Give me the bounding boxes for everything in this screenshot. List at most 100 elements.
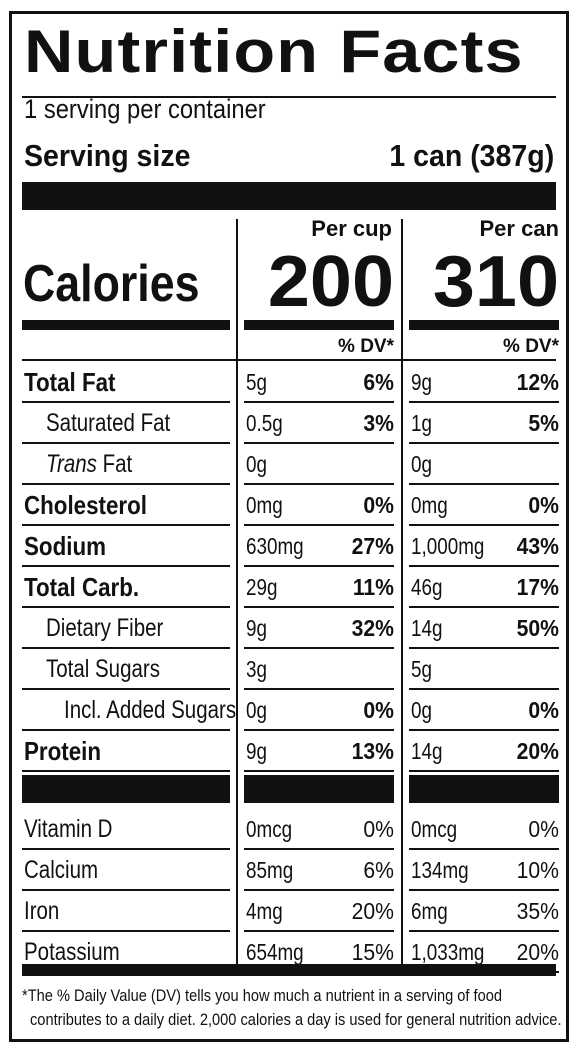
row-rule (409, 524, 559, 526)
nutrient-row: Incl. Added Sugars 0g 0% 0g 0% (22, 690, 559, 731)
row-rule (409, 688, 559, 690)
per-can-amount: 0g (411, 697, 432, 723)
nutrient-row: Total Sugars 3g 5g (22, 649, 559, 690)
row-rule (22, 889, 230, 891)
per-cup-amount: 630mg (246, 533, 304, 559)
per-cup-dv: 15% (351, 939, 394, 965)
nutrient-name: Dietary Fiber (46, 614, 164, 642)
row-rule (409, 401, 559, 403)
per-can-dv: 50% (516, 615, 559, 641)
vitamin-row: Vitamin D 0mcg 0% 0mcg 0% (22, 809, 559, 850)
per-can-amount: 5g (411, 656, 432, 682)
per-can-dv (485, 444, 559, 485)
per-cup-dv: 32% (351, 615, 394, 641)
row-rule (22, 524, 230, 526)
dv-header-rule (22, 359, 556, 361)
per-can-dv (485, 649, 559, 690)
per-cup-amount: 0mcg (246, 816, 293, 842)
nutrient-name: Total Carb. (24, 572, 140, 602)
row-rule (409, 770, 559, 772)
per-cup-amount: 3g (246, 656, 267, 682)
row-rule (22, 606, 230, 608)
nutrient-row: Sodium 630mg 27% 1,000mg 43% (22, 526, 559, 567)
vitamin-divider-bar-cup (244, 775, 394, 803)
row-rule (409, 889, 559, 891)
per-can-dv: 0% (528, 492, 559, 518)
vitamin-row: Iron 4mg 20% 6mg 35% (22, 891, 559, 932)
per-cup-amount: 29g (246, 574, 278, 600)
per-can-dv: 17% (516, 574, 559, 600)
row-rule (244, 401, 394, 403)
vitamin-divider-bar-can (409, 775, 559, 803)
per-can-dv: 0% (528, 697, 559, 723)
nutrient-name: Total Sugars (46, 655, 160, 683)
serving-size-label: Serving size (24, 138, 191, 173)
per-cup-amount: 4mg (246, 898, 283, 924)
vitamin-name: Iron (24, 897, 60, 925)
nutrient-row: Cholesterol 0mg 0% 0mg 0% (22, 485, 559, 526)
per-cup-amount: 85mg (246, 857, 294, 883)
row-rule (244, 848, 394, 850)
row-rule (409, 647, 559, 649)
per-cup-dv: 0% (363, 492, 394, 518)
nutrient-name: Cholesterol (24, 490, 148, 520)
per-can-amount: 134mg (411, 857, 469, 883)
nutrient-name: Saturated Fat (46, 409, 171, 437)
per-can-amount: 6mg (411, 898, 448, 924)
row-rule (244, 483, 394, 485)
vitamin-divider-bar-name (22, 775, 230, 803)
per-can-dv: 35% (516, 898, 559, 924)
per-cup-amount: 0g (246, 451, 267, 477)
per-cup-dv: 0% (363, 697, 394, 723)
per-cup-amount: 0g (246, 697, 267, 723)
label-title: Nutrition Facts (24, 18, 524, 85)
row-rule (244, 565, 394, 567)
row-rule (244, 930, 394, 932)
per-can-amount: 1g (411, 410, 432, 436)
dv-header-cup: % DV* (338, 336, 394, 357)
per-cup-amount: 654mg (246, 939, 304, 965)
nutrient-row: Dietary Fiber 9g 32% 14g 50% (22, 608, 559, 649)
calories-per-cup: 200 (267, 242, 394, 322)
per-can-dv: 5% (528, 410, 559, 436)
column-divider-right (401, 219, 403, 964)
nutrient-name-italic: Trans (46, 450, 97, 478)
calories-rule-cup (244, 320, 394, 330)
per-cup-dv: 6% (363, 857, 394, 883)
per-can-dv: 20% (516, 939, 559, 965)
per-cup-dv: 3% (363, 410, 394, 436)
per-cup-amount: 5g (246, 369, 267, 395)
nutrient-row: Protein 9g 13% 14g 20% (22, 731, 559, 772)
per-cup-dv: 13% (351, 738, 394, 764)
per-cup-dv: 0% (363, 816, 394, 842)
nutrient-row: Total Fat 5g 6% 9g 12% (22, 362, 559, 403)
per-cup-dv: 20% (351, 898, 394, 924)
per-cup-amount: 9g (246, 615, 267, 641)
nutrient-name: Protein (24, 736, 102, 766)
per-can-amount: 1,033mg (411, 939, 485, 965)
serving-divider-bar (22, 182, 556, 210)
nutrition-facts-label: Nutrition Facts 1 serving per container … (9, 11, 569, 1042)
footnote-line-2: contributes to a daily diet. 2,000 calor… (30, 1010, 562, 1029)
per-can-amount: 1,000mg (411, 533, 485, 559)
per-can-dv: 43% (516, 533, 559, 559)
vitamin-name: Calcium (24, 856, 99, 884)
calories-label: Calories (23, 255, 200, 313)
calories-rule-name (22, 320, 230, 330)
row-rule (244, 442, 394, 444)
vitamin-row: Calcium 85mg 6% 134mg 10% (22, 850, 559, 891)
dv-header-can: % DV* (503, 336, 559, 357)
per-can-dv: 0% (528, 816, 559, 842)
nutrient-row: Total Carb. 29g 11% 46g 17% (22, 567, 559, 608)
footnote-rule (22, 964, 556, 976)
serving-size-value: 1 can (387g) (389, 138, 554, 173)
nutrient-name: Trans Fat (46, 444, 132, 485)
nutrient-name: Sodium (24, 531, 106, 561)
per-can-amount: 0mcg (411, 816, 458, 842)
row-rule (244, 729, 394, 731)
per-cup-amount: 0.5g (246, 410, 283, 436)
footnote-line-1: *The % Daily Value (DV) tells you how mu… (22, 986, 502, 1005)
row-rule (244, 606, 394, 608)
per-can-amount: 0mg (411, 492, 448, 518)
row-rule (22, 647, 230, 649)
